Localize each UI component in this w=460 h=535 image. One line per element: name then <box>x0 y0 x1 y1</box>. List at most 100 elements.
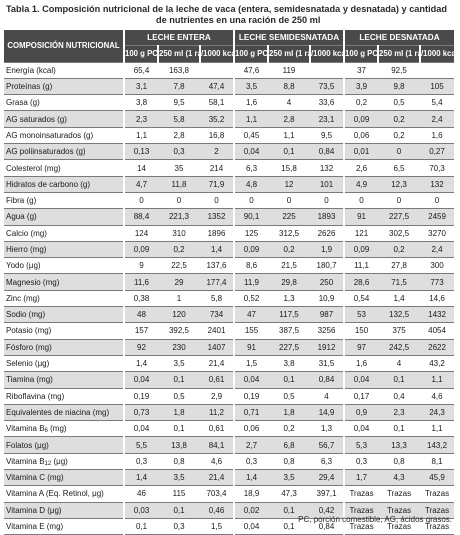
value-cell: 2,9 <box>200 388 235 405</box>
value-cell: 221,3 <box>158 208 200 226</box>
table-row: Riboflavina (mg) 0,19 0,5 2,9 0,19 0,5 4 0,17 0,… <box>4 388 455 405</box>
value-cell: 180,7 <box>310 257 345 275</box>
value-cell: 48 <box>123 306 158 324</box>
nutrient-name: Colesterol (mg) <box>4 159 124 177</box>
value-cell: 101 <box>310 176 345 193</box>
value-cell: 0,19 <box>233 388 269 405</box>
value-cell: Trazas <box>378 485 421 503</box>
value-cell: 1,3 <box>310 420 345 438</box>
value-cell: 163,8 <box>158 62 200 79</box>
value-cell: 1 <box>158 290 200 308</box>
value-cell: 0,2 <box>268 420 311 438</box>
value-cell: 28,6 <box>343 273 379 291</box>
value-cell: 2,6 <box>343 159 379 177</box>
value-cell: 0,1 <box>158 420 200 438</box>
value-cell: 1407 <box>200 339 235 356</box>
value-cell: 9 <box>123 257 158 275</box>
value-cell: 0,52 <box>233 290 269 308</box>
value-cell: 3270 <box>420 225 455 242</box>
value-cell: 0,5 <box>158 388 200 405</box>
value-cell: 1,1 <box>268 127 311 145</box>
nutrient-name: Zinc (mg) <box>4 290 124 308</box>
subcol-100g: 100 g PC <box>233 45 269 63</box>
value-cell: 46 <box>123 485 158 503</box>
value-cell: 31,5 <box>310 355 345 373</box>
nutrient-name: Sodio (mg) <box>4 306 124 324</box>
value-cell: 4 <box>310 388 345 405</box>
value-cell: 7,8 <box>158 78 200 96</box>
value-cell: 53 <box>343 306 379 324</box>
value-cell: 119 <box>268 62 311 79</box>
value-cell: 250 <box>310 273 345 291</box>
value-cell: 4,3 <box>378 469 421 487</box>
value-cell: 0,8 <box>268 453 311 471</box>
value-cell: 177,4 <box>200 273 235 291</box>
nutrient-name: Folatos (μg) <box>4 436 124 454</box>
subcol-1000kcal: /1000 kcal <box>198 45 235 63</box>
value-cell: 0,2 <box>343 94 379 112</box>
value-cell: 0 <box>310 192 345 210</box>
value-cell: 0,1 <box>158 371 200 389</box>
value-cell: 0,2 <box>378 110 421 128</box>
value-cell: 2,7 <box>233 436 269 454</box>
value-cell: 2,8 <box>158 127 200 145</box>
value-cell: 84,1 <box>200 436 235 454</box>
nutrient-name: Hierro (mg) <box>4 241 124 259</box>
value-cell: 11,1 <box>343 257 379 275</box>
value-cell: 23,1 <box>310 110 345 128</box>
value-cell: 0 <box>378 192 421 210</box>
value-cell: 312,5 <box>268 225 311 242</box>
title-line-1: Tabla 1. Composición nutricional de la l… <box>6 4 447 14</box>
value-cell: Trazas <box>378 518 421 535</box>
value-cell: 0,3 <box>158 143 200 161</box>
value-cell: 56,7 <box>310 436 345 454</box>
value-cell: 29,8 <box>268 273 311 291</box>
subcol-1000kcal: /1000 kcal <box>419 45 455 63</box>
value-cell: 37 <box>343 62 379 79</box>
value-cell: 3,1 <box>123 78 158 96</box>
table-row: Vitamina B12 (μg) 0,3 0,8 4,6 0,3 0,8 6,3 0,3 0,… <box>4 453 455 471</box>
value-cell: 3,8 <box>268 355 311 373</box>
value-cell: 3,5 <box>158 355 200 373</box>
value-cell: 227,5 <box>378 208 421 226</box>
value-cell: 5,3 <box>343 436 379 454</box>
value-cell: 58,1 <box>200 94 235 112</box>
value-cell: 987 <box>310 306 345 324</box>
value-cell: 24,3 <box>420 404 455 422</box>
value-cell: 0,1 <box>268 143 311 161</box>
table-row: Equivalentes de niacina (mg) 0,73 1,8 11,2 0… <box>4 404 455 422</box>
nutrient-name: Vitamina A (Eq. Retinol, μg) <box>4 485 124 503</box>
value-cell: Trazas <box>343 502 379 519</box>
value-cell: 43,2 <box>420 355 455 373</box>
value-cell: 35 <box>158 159 200 177</box>
value-cell: 12 <box>268 176 311 193</box>
value-cell: 14 <box>123 159 158 177</box>
table-row: Vitamina E (mg) 0,1 0,3 1,5 0,04 0,1 0,84 Traza… <box>4 518 455 535</box>
value-cell: 0,8 <box>378 453 421 471</box>
value-cell: 6,3 <box>233 159 269 177</box>
value-cell: 1912 <box>310 339 345 356</box>
value-cell: 0,17 <box>343 388 379 405</box>
table-row: Yodo (μg) 9 22,5 137,6 8,6 21,5 180,7 11,1 27,8 3… <box>4 257 455 275</box>
value-cell: 3,5 <box>158 469 200 487</box>
value-cell: 0,13 <box>123 143 158 161</box>
value-cell: 0,46 <box>200 502 235 519</box>
value-cell: 0,1 <box>268 502 311 519</box>
value-cell: 5,8 <box>158 110 200 128</box>
nutrient-name: Grasa (g) <box>4 94 124 112</box>
value-cell: 5,5 <box>123 436 158 454</box>
value-cell: 1,4 <box>233 469 269 487</box>
value-cell: 242,5 <box>378 339 421 356</box>
value-cell: 0,54 <box>343 290 379 308</box>
value-cell: 0 <box>123 192 158 210</box>
value-cell: 132,5 <box>378 306 421 324</box>
value-cell: 1,6 <box>233 94 269 112</box>
value-cell: 1,1 <box>123 127 158 145</box>
value-cell: 0,2 <box>378 127 421 145</box>
nutrient-name: Vitamina B6 (mg) <box>4 420 124 438</box>
value-cell: 3,5 <box>268 469 311 487</box>
value-cell: 16,8 <box>200 127 235 145</box>
value-cell: 0,73 <box>123 404 158 422</box>
nutrient-name: Fósforo (mg) <box>4 339 124 356</box>
value-cell: 8,1 <box>420 453 455 471</box>
